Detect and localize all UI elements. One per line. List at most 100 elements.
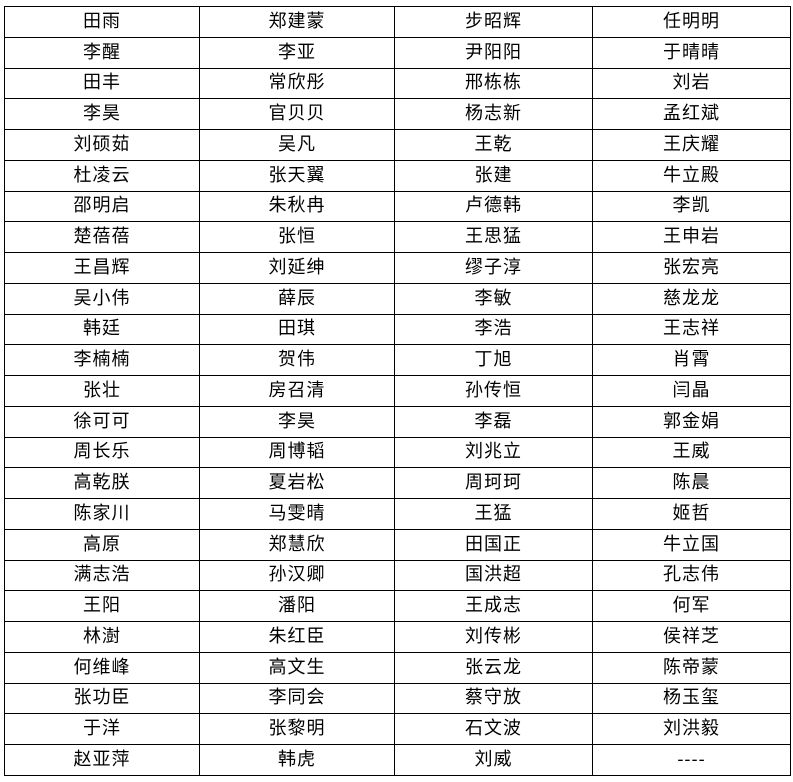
names-table-body: 田雨 郑建蒙 步昭辉 任明明 李醒 李亚 尹阳阳 于晴晴 田丰 常欣彤 邢栋栋 刘岩 李昊 官贝贝 杨志新孟… (4, 6, 791, 776)
table-cell: 杜凌云 (4, 159, 200, 192)
table-cell: 步昭辉 (394, 6, 593, 38)
table-cell: 邵明启 (4, 190, 200, 223)
table-row: 田雨 郑建蒙 步昭辉 任明明 (4, 6, 791, 38)
table-cell: 姬哲 (592, 498, 791, 530)
table-cell: 孔志伟 (592, 559, 791, 592)
table-cell: 牛立殿 (592, 159, 791, 192)
table-cell: 张恒 (199, 221, 395, 253)
table-row: 林澍 朱红臣 刘传彬 侯祥芝 (4, 621, 791, 653)
table-cell: 林澍 (4, 621, 200, 653)
table-cell: 吴凡 (199, 129, 395, 161)
table-cell: ---- (592, 744, 791, 776)
table-cell: 夏岩松 (199, 467, 395, 499)
names-table: 田雨 郑建蒙 步昭辉 任明明 李醒 李亚 尹阳阳 于晴晴 田丰 常欣彤 邢栋栋 刘岩 李昊 官贝贝 杨志新孟… (4, 6, 791, 776)
table-cell: 赵亚萍 (4, 744, 200, 776)
table-row: 李楠楠 贺伟 丁旭 肖霄 (4, 344, 791, 376)
table-cell: 徐可可 (4, 405, 200, 438)
table-cell: 缪子淳 (394, 252, 593, 284)
table-cell: 王庆耀 (592, 129, 791, 161)
table-cell: 田丰 (4, 67, 200, 100)
table-cell: 王昌辉 (4, 252, 200, 284)
table-cell: 孙传恒 (394, 375, 593, 407)
table-row: 邵明启 朱秋冉 卢德韩 李凯 (4, 190, 791, 223)
table-cell: 满志浩 (4, 559, 200, 592)
table-cell: 郑建蒙 (199, 6, 395, 38)
table-cell: 杨志新 (394, 98, 593, 130)
table-cell: 张建 (394, 159, 593, 192)
table-cell: 王威 (592, 436, 791, 469)
table-row: 陈家川 马雯晴 王猛 姬哲 (4, 498, 791, 530)
table-cell: 牛立国 (592, 528, 791, 561)
table-cell: 朱秋冉 (199, 190, 395, 223)
table-cell: 王乾 (394, 129, 593, 161)
table-cell: 李同会 (199, 682, 395, 715)
table-cell: 何军 (592, 590, 791, 622)
table-cell: 刘岩 (592, 67, 791, 100)
table-cell: 贺伟 (199, 344, 395, 376)
table-cell: 何维峰 (4, 651, 200, 684)
table-cell: 张壮 (4, 375, 200, 407)
table-cell: 刘硕茹 (4, 129, 200, 161)
table-cell: 常欣彤 (199, 67, 395, 100)
table-cell: 于晴晴 (592, 36, 791, 69)
table-cell: 李磊 (394, 405, 593, 438)
table-cell: 薛辰 (199, 282, 395, 315)
table-cell: 周长乐 (4, 436, 200, 469)
table-cell: 潘阳 (199, 590, 395, 622)
table-cell: 刘传彬 (394, 621, 593, 653)
table-cell: 高原 (4, 528, 200, 561)
table-row: 赵亚萍 韩虎 刘威 ---- (4, 744, 791, 776)
table-row: 杜凌云 张天翼 张建 牛立殿 (4, 159, 791, 192)
table-row: 于洋 张黎明 石文波 刘洪毅 (4, 713, 791, 745)
table-cell: 刘兆立 (394, 436, 593, 469)
table-row: 张壮 房召清 孙传恒 闫晶 (4, 375, 791, 407)
table-cell: 高文生 (199, 651, 395, 684)
table-cell: 丁旭 (394, 344, 593, 376)
table-cell: 楚蓓蓓 (4, 221, 200, 253)
table-cell: 田雨 (4, 6, 200, 38)
table-cell: 张黎明 (199, 713, 395, 745)
table-cell: 王成志 (394, 590, 593, 622)
table-cell: 王阳 (4, 590, 200, 622)
table-cell: 郑慧欣 (199, 528, 395, 561)
table-cell: 王申岩 (592, 221, 791, 253)
table-cell: 张天翼 (199, 159, 395, 192)
table-cell: 张云龙 (394, 651, 593, 684)
table-row: 田丰 常欣彤 邢栋栋 刘岩 (4, 67, 791, 100)
table-cell: 李敏 (394, 282, 593, 315)
table-cell: 刘洪毅 (592, 713, 791, 745)
table-row: 楚蓓蓓 张恒 王思猛 王申岩 (4, 221, 791, 253)
table-cell: 田琪 (199, 313, 395, 346)
table-row: 李昊 官贝贝 杨志新 孟红斌 (4, 98, 791, 130)
table-cell: 张功臣 (4, 682, 200, 715)
table-cell: 慈龙龙 (592, 282, 791, 315)
table-cell: 周珂珂 (394, 467, 593, 499)
table-cell: 李浩 (394, 313, 593, 346)
table-cell: 国洪超 (394, 559, 593, 592)
table-cell: 郭金娟 (592, 405, 791, 438)
table-row: 王阳 潘阳 王成志 何军 (4, 590, 791, 622)
table-cell: 孟红斌 (592, 98, 791, 130)
table-cell: 陈晨 (592, 467, 791, 499)
table-cell: 蔡守放 (394, 682, 593, 715)
table-cell: 李昊 (4, 98, 200, 130)
table-cell: 王猛 (394, 498, 593, 530)
table-cell: 陈帝蒙 (592, 651, 791, 684)
table-cell: 侯祥芝 (592, 621, 791, 653)
table-cell: 王思猛 (394, 221, 593, 253)
table-cell: 李昊 (199, 405, 395, 438)
table-row: 王昌辉 刘延绅 缪子淳 张宏亮 (4, 252, 791, 284)
table-cell: 邢栋栋 (394, 67, 593, 100)
table-cell: 杨玉玺 (592, 682, 791, 715)
table-cell: 李凯 (592, 190, 791, 223)
table-row: 刘硕茹 吴凡 王乾 王庆耀 (4, 129, 791, 161)
table-cell: 肖霄 (592, 344, 791, 376)
table-row: 张功臣 李同会 蔡守放 杨玉玺 (4, 682, 791, 715)
table-cell: 马雯晴 (199, 498, 395, 530)
table-cell: 尹阳阳 (394, 36, 593, 69)
table-cell: 李亚 (199, 36, 395, 69)
table-cell: 房召清 (199, 375, 395, 407)
table-cell: 王志祥 (592, 313, 791, 346)
table-row: 何维峰 高文生 张云龙 陈帝蒙 (4, 651, 791, 684)
table-cell: 吴小伟 (4, 282, 200, 315)
